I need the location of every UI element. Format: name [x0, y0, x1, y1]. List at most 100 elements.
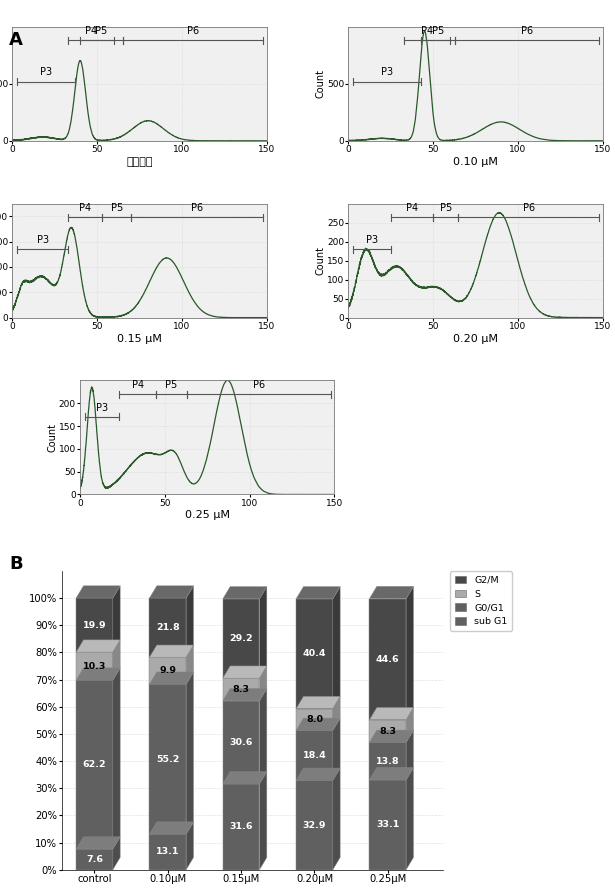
- Text: P5: P5: [440, 203, 452, 213]
- Text: B: B: [9, 555, 23, 573]
- Text: 8.0: 8.0: [306, 715, 323, 724]
- Text: 13.8: 13.8: [376, 756, 400, 765]
- Polygon shape: [333, 587, 340, 708]
- X-axis label: 空白对照: 空白对照: [126, 157, 153, 167]
- Polygon shape: [76, 668, 120, 680]
- Bar: [76, 598, 113, 652]
- Polygon shape: [113, 668, 120, 849]
- Polygon shape: [296, 697, 340, 708]
- Polygon shape: [370, 586, 413, 599]
- Text: P5: P5: [95, 27, 108, 37]
- Text: P3: P3: [40, 68, 52, 78]
- Polygon shape: [260, 587, 267, 678]
- Bar: [149, 684, 186, 834]
- Y-axis label: Count: Count: [315, 246, 325, 275]
- Polygon shape: [370, 767, 413, 780]
- Text: 40.4: 40.4: [303, 649, 326, 658]
- Polygon shape: [113, 640, 120, 680]
- Bar: [296, 708, 333, 731]
- Text: P5: P5: [111, 203, 123, 213]
- Text: P4: P4: [132, 380, 144, 390]
- Text: P4: P4: [421, 27, 433, 37]
- Text: 44.6: 44.6: [376, 655, 400, 664]
- Polygon shape: [223, 666, 267, 678]
- Polygon shape: [186, 822, 194, 870]
- Text: P3: P3: [96, 403, 108, 413]
- Y-axis label: Count: Count: [47, 423, 57, 452]
- Polygon shape: [76, 837, 120, 849]
- Text: 19.9: 19.9: [82, 621, 106, 630]
- Bar: [296, 731, 333, 780]
- Polygon shape: [186, 672, 194, 834]
- Text: 32.9: 32.9: [303, 821, 326, 830]
- Polygon shape: [406, 730, 413, 780]
- Bar: [223, 784, 260, 870]
- Polygon shape: [406, 707, 413, 742]
- Polygon shape: [76, 586, 120, 598]
- Bar: [370, 720, 406, 742]
- Polygon shape: [333, 697, 340, 731]
- Bar: [76, 680, 113, 849]
- Polygon shape: [186, 645, 194, 684]
- Text: A: A: [9, 31, 23, 49]
- Text: 10.3: 10.3: [83, 662, 106, 671]
- Bar: [223, 599, 260, 678]
- Y-axis label: Count: Count: [315, 70, 325, 98]
- Polygon shape: [296, 718, 340, 731]
- Polygon shape: [149, 672, 194, 684]
- Text: P6: P6: [523, 203, 535, 213]
- Polygon shape: [260, 666, 267, 701]
- Text: 18.4: 18.4: [303, 751, 327, 760]
- Bar: [76, 652, 113, 680]
- Polygon shape: [406, 586, 413, 720]
- Bar: [296, 599, 333, 708]
- Polygon shape: [223, 587, 267, 599]
- Polygon shape: [333, 718, 340, 780]
- Text: 8.3: 8.3: [232, 685, 250, 694]
- Text: P4: P4: [406, 203, 418, 213]
- Bar: [223, 701, 260, 784]
- Legend: G2/M, S, G0/G1, sub G1: G2/M, S, G0/G1, sub G1: [450, 571, 512, 632]
- Text: P6: P6: [521, 27, 533, 37]
- Polygon shape: [406, 767, 413, 870]
- Text: 30.6: 30.6: [229, 738, 253, 747]
- Bar: [370, 599, 406, 720]
- Polygon shape: [296, 768, 340, 780]
- Text: 8.3: 8.3: [379, 726, 396, 736]
- Bar: [149, 657, 186, 684]
- Text: 7.6: 7.6: [86, 855, 103, 863]
- Text: 31.6: 31.6: [229, 822, 253, 831]
- Text: 21.8: 21.8: [156, 624, 180, 632]
- Text: 13.1: 13.1: [156, 847, 180, 856]
- Polygon shape: [186, 586, 194, 657]
- Polygon shape: [149, 645, 194, 657]
- Bar: [76, 849, 113, 870]
- Text: P3: P3: [37, 235, 49, 245]
- X-axis label: 0.15 μM: 0.15 μM: [117, 334, 162, 343]
- Polygon shape: [370, 707, 413, 720]
- Text: 62.2: 62.2: [82, 760, 106, 769]
- Polygon shape: [113, 586, 120, 652]
- Polygon shape: [296, 587, 340, 599]
- Text: P4: P4: [85, 27, 97, 37]
- Text: 33.1: 33.1: [376, 821, 400, 830]
- X-axis label: 0.20 μM: 0.20 μM: [453, 334, 498, 343]
- X-axis label: 0.25 μM: 0.25 μM: [184, 510, 229, 520]
- Text: 9.9: 9.9: [159, 666, 177, 675]
- Text: P6: P6: [191, 203, 204, 213]
- Text: P6: P6: [187, 27, 199, 37]
- Bar: [149, 598, 186, 657]
- Text: P3: P3: [366, 235, 378, 245]
- Polygon shape: [370, 730, 413, 742]
- Text: 29.2: 29.2: [229, 634, 253, 643]
- Polygon shape: [333, 768, 340, 870]
- Polygon shape: [149, 822, 194, 834]
- Polygon shape: [76, 640, 120, 652]
- Text: P4: P4: [79, 203, 91, 213]
- Bar: [370, 742, 406, 780]
- Text: P3: P3: [381, 68, 394, 78]
- Polygon shape: [260, 772, 267, 870]
- Bar: [223, 678, 260, 701]
- Polygon shape: [149, 586, 194, 598]
- Bar: [149, 834, 186, 870]
